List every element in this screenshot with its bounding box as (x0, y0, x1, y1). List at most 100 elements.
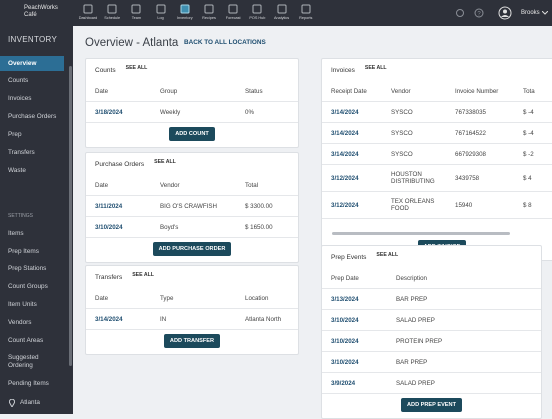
nav-item[interactable]: Recipes (197, 3, 221, 25)
sidebar-item[interactable]: Counts (8, 77, 29, 84)
date-link[interactable]: 3/10/2024 (322, 330, 387, 352)
table-row[interactable]: 3/12/2024 TEX ORLEANS FOOD 15940 $ 8 (322, 191, 552, 219)
avatar[interactable] (498, 6, 512, 20)
cell: $ -2 (514, 143, 552, 165)
sidebar-item[interactable]: Item Units (8, 301, 37, 308)
table-row[interactable]: 3/13/2024 BAR PREP (322, 288, 541, 310)
user-name[interactable]: Brooks (521, 10, 540, 16)
table-row[interactable]: 3/14/2024 IN Atlanta North (86, 308, 298, 330)
sidebar-item[interactable]: Invoices (8, 95, 32, 102)
table-row[interactable]: 3/10/2024 BAR PREP (322, 351, 541, 373)
sidebar-item[interactable]: Pending Items (8, 380, 49, 387)
header-row: Receipt Date Vendor Invoice Number Tota (322, 81, 552, 102)
date-link[interactable]: 3/18/2024 (86, 101, 151, 123)
page-title: Overview - Atlanta (85, 37, 179, 49)
date-link[interactable]: 3/11/2024 (86, 195, 151, 217)
see-all[interactable]: SEE ALL (125, 64, 148, 71)
scrollbar (69, 66, 72, 366)
cell: HOUSTON DISTRIBUTING (382, 164, 446, 192)
cell: Weekly (151, 101, 236, 123)
date-link[interactable]: 3/13/2024 (322, 288, 387, 310)
table: Date Type Location 3/14/2024 IN Atlanta North (86, 288, 298, 330)
sidebar-item[interactable]: Suggested Ordering (8, 354, 39, 369)
nav-item[interactable]: Inventory (173, 3, 197, 25)
settings-icon[interactable] (455, 8, 465, 18)
table-row[interactable]: 3/14/2024 SYSCO 767164522 $ -4 (322, 122, 552, 144)
sidebar-item[interactable]: Count Groups (8, 283, 48, 290)
sidebar-item[interactable]: Prep Items (8, 248, 39, 255)
cell: Atlanta North (236, 308, 298, 330)
cell: $ 3300.00 (236, 195, 298, 217)
date-link[interactable]: 3/10/2024 (86, 216, 151, 238)
cell: TEX ORLEANS FOOD (382, 191, 446, 219)
nav-item[interactable]: Team (124, 3, 148, 25)
button[interactable]: ADD PREP EVENT (400, 398, 462, 412)
card-header: Invoices SEE ALL (322, 59, 552, 81)
table-row[interactable]: 3/10/2024 Boyd's $ 1650.00 (86, 216, 298, 238)
nav-icon (180, 4, 190, 14)
nav-item[interactable]: Schedule (100, 3, 124, 25)
date-link[interactable]: 3/9/2024 (322, 372, 387, 394)
sidebar-item[interactable]: Transfers (8, 149, 35, 156)
button[interactable]: ADD COUNT (169, 127, 215, 141)
table: Date Vendor Total 3/11/2024 BIG O'S CRAWFISH… (86, 175, 298, 238)
see-all[interactable]: SEE ALL (154, 158, 176, 165)
nav-item[interactable]: Log (149, 3, 173, 25)
date-link[interactable]: 3/10/2024 (322, 351, 387, 373)
column-header: Tota (514, 81, 552, 102)
table-row[interactable]: 3/9/2024 SALAD PREP (322, 372, 541, 394)
location[interactable]: Atlanta (20, 399, 40, 406)
nav-item[interactable]: Dashboard (76, 3, 100, 25)
table-row[interactable]: 3/10/2024 SALAD PREP (322, 309, 541, 331)
cell: 767338035 (446, 101, 514, 123)
column-header: Vendor (151, 175, 236, 196)
sidebar-item[interactable]: Purchase Orders (8, 113, 57, 120)
sidebar-item[interactable]: Waste (8, 167, 26, 174)
header-row: Date Type Location (86, 288, 298, 309)
column-header: Invoice Number (446, 81, 514, 102)
see-all[interactable]: SEE ALL (132, 271, 154, 278)
sidebar-item[interactable]: Prep (8, 131, 22, 138)
table-row[interactable]: 3/10/2024 PROTEIN PREP (322, 330, 541, 352)
see-all[interactable]: SEE ALL (364, 64, 387, 71)
back-link[interactable]: BACK TO ALL LOCATIONS (184, 39, 266, 46)
svg-text:?: ? (477, 12, 481, 18)
sidebar-item[interactable]: Vendors (8, 319, 32, 326)
sidebar-item[interactable]: Prep Stations (8, 265, 47, 272)
dropdown-caret[interactable] (542, 11, 548, 15)
date-link[interactable]: 3/14/2024 (322, 101, 382, 123)
card: Invoices SEE ALL Receipt Date Vendor Invoice… (321, 58, 552, 261)
date-link[interactable]: 3/12/2024 (322, 191, 382, 219)
button[interactable]: ADD PURCHASE ORDER (152, 242, 232, 256)
column-header: Vendor (382, 81, 446, 102)
date-link[interactable]: 3/14/2024 (322, 143, 382, 165)
table-row[interactable]: 3/11/2024 BIG O'S CRAWFISH $ 3300.00 (86, 195, 298, 217)
table-row[interactable]: 3/18/2024 Weekly 0% (86, 101, 298, 123)
column-header: Description (387, 268, 541, 289)
table-row[interactable]: 3/14/2024 SYSCO 667929308 $ -2 (322, 143, 552, 165)
card: Counts SEE ALL Date Group Status 3/18/2024 Wee… (85, 58, 299, 148)
nav-icon (204, 4, 214, 14)
nav-item[interactable]: Reports (294, 3, 318, 25)
table-row[interactable]: 3/14/2024 SYSCO 767338035 $ -4 (322, 101, 552, 123)
see-all[interactable]: SEE ALL (376, 251, 399, 258)
nav-item[interactable]: POS Hub (245, 3, 269, 25)
table-row[interactable]: 3/12/2024 HOUSTON DISTRIBUTING 3439758 $ 4 (322, 164, 552, 192)
date-link[interactable]: 3/14/2024 (322, 122, 382, 144)
table: Date Group Status 3/18/2024 Weekly 0% (86, 81, 298, 123)
sidebar-item[interactable]: Items (8, 230, 24, 237)
help-icon[interactable]: ? (474, 8, 484, 18)
date-link[interactable]: 3/12/2024 (322, 164, 382, 192)
nav-item[interactable]: Forecast (221, 3, 245, 25)
date-link[interactable]: 3/14/2024 (86, 308, 151, 330)
cell: 3439758 (446, 164, 514, 192)
sidebar-item[interactable]: Count Areas (8, 337, 44, 344)
nav-label: Schedule (104, 16, 121, 20)
date-link[interactable]: 3/10/2024 (322, 309, 387, 331)
table-wrap: Date Vendor Total 3/11/2024 BIG O'S CRAWFISH… (86, 175, 298, 238)
column-header: Receipt Date (322, 81, 382, 102)
button[interactable]: ADD TRANSFER (163, 334, 221, 348)
column-header: Type (151, 288, 236, 309)
nav-item[interactable]: Analytics (270, 3, 294, 25)
sidebar-item[interactable]: Overview (0, 56, 64, 71)
